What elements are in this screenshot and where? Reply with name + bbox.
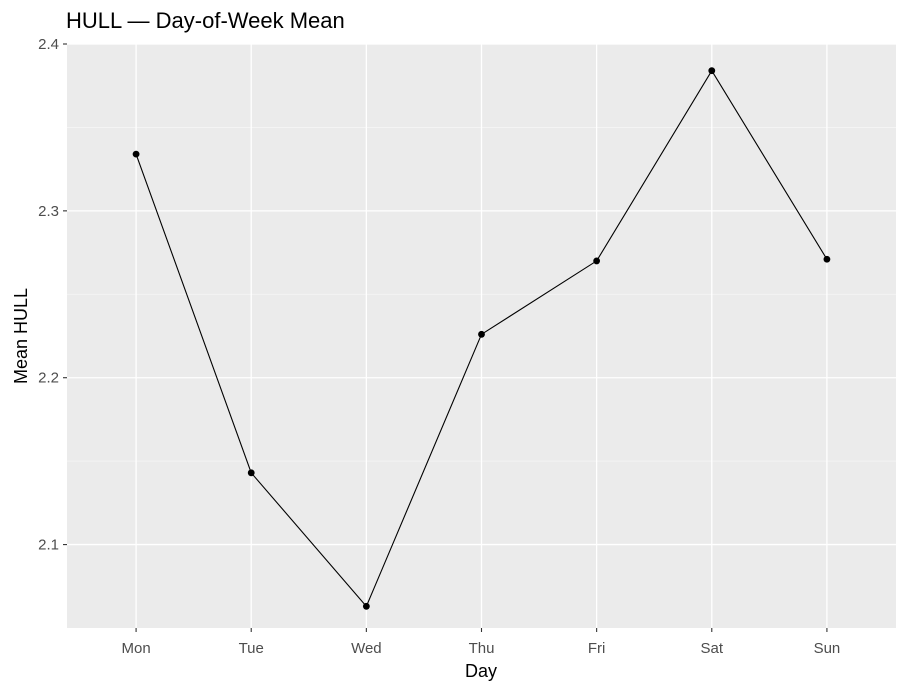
data-point [478,330,485,338]
points-layer [132,67,831,610]
x-tick-label: Thu [469,640,495,657]
data-point [247,469,255,477]
x-tick-label: Wed [351,640,382,657]
data-point [132,150,140,158]
y-tick-label: 2.1 [38,537,59,554]
x-axis-title: Day [465,661,497,681]
x-tick-label: Fri [588,640,606,657]
x-axis: Mon Tue Wed Thu Fri Sat Sun [121,628,840,657]
y-tick-label: 2.2 [38,370,59,387]
x-tick-label: Sat [701,640,724,657]
y-axis-title: Mean HULL [11,288,31,384]
data-point [823,255,831,263]
x-tick-label: Tue [239,640,264,657]
data-point [362,602,370,610]
y-tick-label: 2.4 [38,36,59,53]
x-tick-label: Mon [121,640,150,657]
y-tick-label: 2.3 [38,203,59,220]
data-point [593,257,601,265]
data-point [708,67,716,75]
y-axis: 2.1 2.2 2.3 2.4 [38,36,67,554]
chart-title: HULL — Day-of-Week Mean [66,8,345,33]
x-tick-label: Sun [814,640,841,657]
